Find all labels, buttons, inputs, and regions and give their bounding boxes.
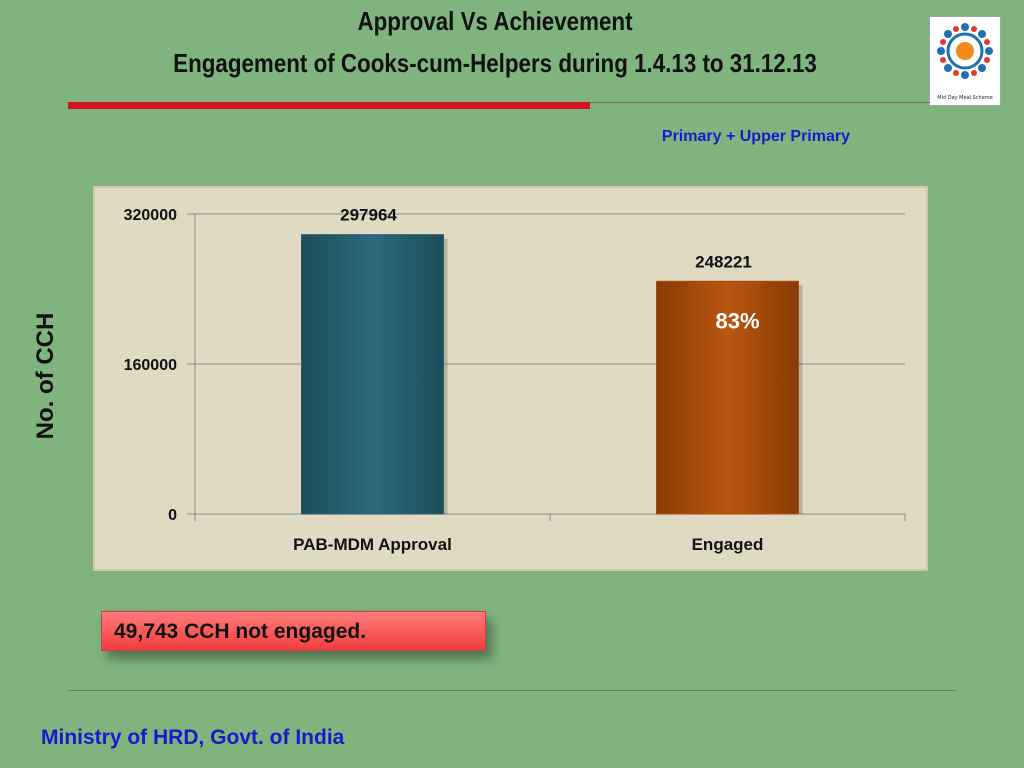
footer-divider — [68, 690, 956, 691]
y-tick-label: 320000 — [124, 207, 177, 224]
data-label: 297964 — [340, 206, 397, 225]
title-underline-red — [68, 102, 590, 109]
footer-ministry: Ministry of HRD, Govt. of India — [41, 726, 345, 749]
y-tick-label: 0 — [168, 507, 177, 524]
x-tick-label: PAB-MDM Approval — [293, 535, 452, 554]
bar-engaged — [656, 280, 799, 515]
data-label: 248221 — [695, 252, 752, 271]
y-tick-label: 160000 — [124, 357, 177, 374]
percent-annotation: 83% — [715, 308, 759, 333]
logo-emblem-icon — [937, 23, 993, 79]
slide-subtitle: Engagement of Cooks-cum-Helpers during 1… — [173, 48, 817, 78]
logo-caption: Mid Day Meal Scheme — [937, 95, 993, 101]
scope-label: Primary + Upper Primary — [661, 128, 850, 145]
bar-approval — [301, 234, 444, 515]
mid-day-meal-logo: Mid Day Meal Scheme — [929, 16, 1001, 106]
not-engaged-callout: 49,743 CCH not engaged. — [101, 611, 486, 651]
slide-title: Approval Vs Achievement — [357, 6, 633, 36]
bar-chart: 0 160000 320000 297964 PAB-MDM Approval 24822… — [124, 206, 906, 554]
y-axis-label: No. of CCH — [32, 312, 59, 440]
title-underline-dark — [590, 102, 930, 103]
x-tick-label: Engaged — [692, 535, 764, 554]
